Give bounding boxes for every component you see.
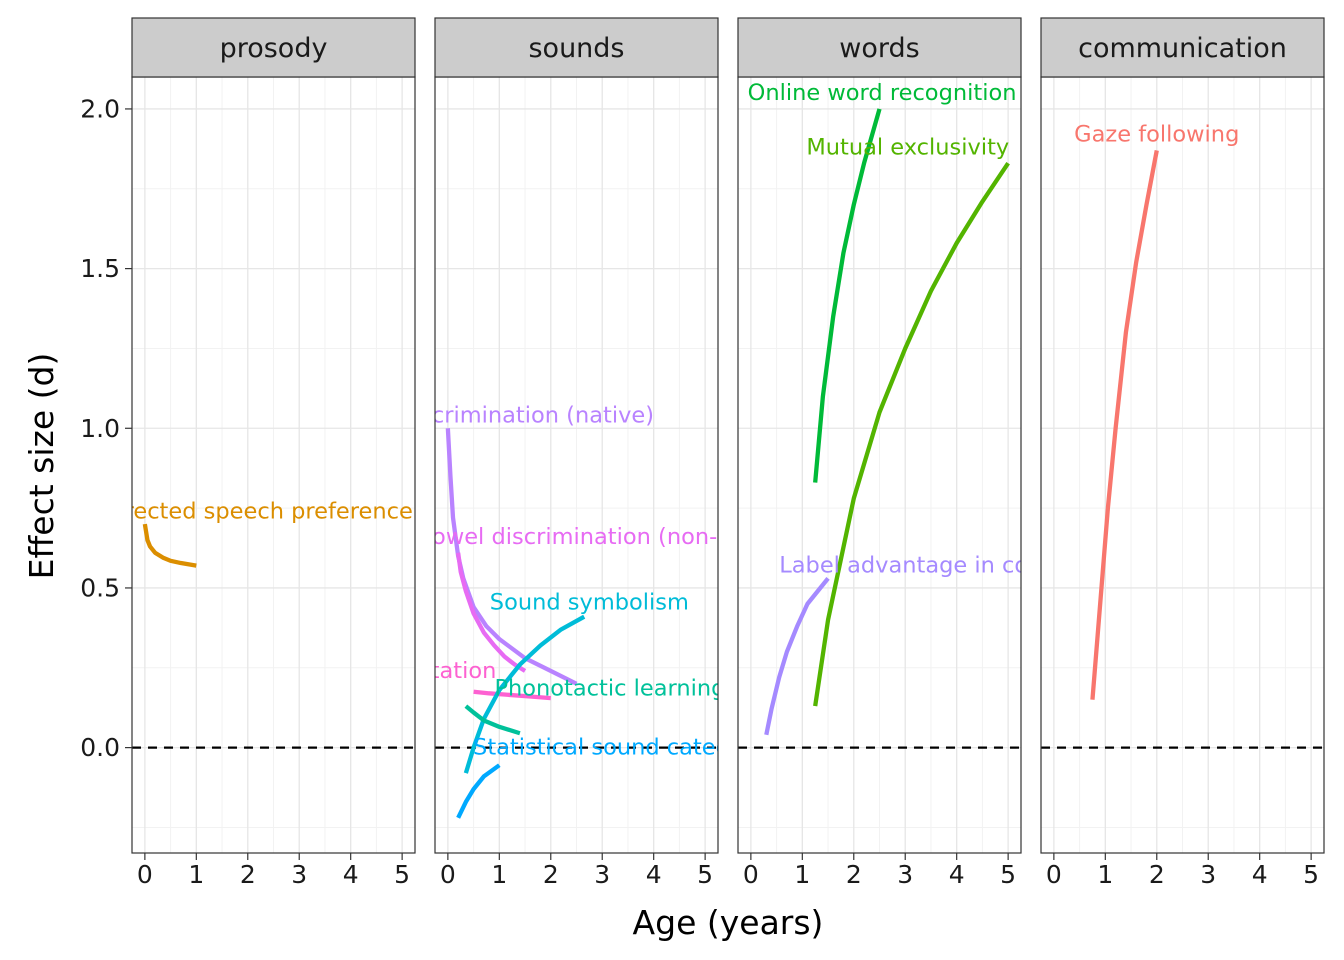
x-tick-label: 4 (646, 860, 662, 889)
x-tick-label: 0 (1046, 860, 1062, 889)
x-tick-label: 3 (291, 860, 307, 889)
x-tick-label: 2 (846, 860, 862, 889)
series-line-sound-symbolism (463, 614, 586, 774)
x-tick-label: 3 (594, 860, 610, 889)
x-axis-title: Age (years) (633, 903, 824, 942)
series-label-infant-directed-speech-preference: Infant directed speech preference (31, 498, 413, 524)
x-tick-label: 1 (794, 860, 810, 889)
panel-words: Online word recognition Mutual exclusivit… (737, 17, 1191, 889)
series-line-label-advantage-in-concept-learning (764, 577, 830, 736)
panel-sounds: Native vowel discrimination (native) Vowe… (247, 17, 865, 889)
x-tick-label: 2 (1149, 860, 1165, 889)
x-tick-label: 1 (188, 860, 204, 889)
y-tick-label: 0.0 (80, 733, 120, 762)
series-label-phonotactic-learning: Phonotactic learning (494, 676, 725, 702)
x-tick-label: 2 (543, 860, 559, 889)
facet-strip-label: prosody (220, 33, 328, 64)
series-label-word-segmentation: Word segmentation (276, 658, 497, 684)
y-axis: 0.0 0.5 1.0 1.5 2.0 (80, 94, 132, 762)
series-label-statistical-sound-category-learning: Statistical sound category learning (473, 735, 865, 761)
series-label-native-vowel-discrimination-native: Native vowel discrimination (native) (247, 403, 654, 429)
y-tick-label: 1.5 (80, 254, 120, 283)
x-tick-label: 0 (137, 860, 153, 889)
x-tick-label: 5 (697, 860, 713, 889)
series-line-online-word-recognition (813, 108, 882, 483)
facet-strip (434, 17, 719, 78)
facet-strip-label: sounds (528, 33, 624, 64)
x-tick-label: 3 (1200, 860, 1216, 889)
series-line-vowel-discrimination-non-native (456, 552, 527, 673)
series-line-gaze-following (1090, 150, 1159, 700)
x-tick-label: 4 (343, 860, 359, 889)
x-tick-label: 4 (1252, 860, 1268, 889)
series-label-sound-symbolism: Sound symbolism (490, 589, 689, 615)
x-tick-label: 5 (394, 860, 410, 889)
series-line-word-segmentation (473, 689, 551, 701)
facet-strip (1040, 17, 1325, 78)
series-line-phonotactic-learning (464, 704, 521, 736)
series-label-gaze-following: Gaze following (1074, 121, 1239, 147)
x-tick-label: 5 (1303, 860, 1319, 889)
series-label-online-word-recognition: Online word recognition (748, 80, 1017, 106)
series-label-label-advantage-in-concept-learning: Label advantage in concept learning (779, 553, 1191, 579)
x-tick-label: 1 (1097, 860, 1113, 889)
y-tick-label: 2.0 (80, 94, 120, 123)
facet-strip (131, 17, 416, 78)
y-axis-title: Effect size (d) (22, 353, 61, 580)
facet-strip-label: communication (1078, 33, 1287, 64)
x-tick-label: 0 (743, 860, 759, 889)
x-tick-label: 4 (949, 860, 965, 889)
facet-strip-label: words (839, 33, 919, 64)
panel-prosody: Infant directed speech preference prosody… (31, 17, 416, 889)
facet-strip (737, 17, 1022, 78)
y-tick-label: 1.0 (80, 414, 120, 443)
series-line-mutual-exclusivity (813, 162, 1010, 707)
series-label-vowel-discrimination-non-native: Vowel discrimination (non-native) (418, 524, 796, 550)
x-tick-label: 0 (440, 860, 456, 889)
x-tick-label: 1 (491, 860, 507, 889)
panel-communication: Gaze following communication 0 1 2 3 4 5 (1040, 17, 1325, 889)
x-tick-label: 5 (1000, 860, 1016, 889)
x-tick-label: 2 (240, 860, 256, 889)
series-line-statistical-sound-category-learning (456, 763, 501, 819)
series-line-infant-directed-speech-preference (142, 523, 197, 568)
series-label-mutual-exclusivity: Mutual exclusivity (806, 134, 1009, 160)
y-tick-label: 0.5 (80, 573, 120, 602)
x-tick-label: 3 (897, 860, 913, 889)
